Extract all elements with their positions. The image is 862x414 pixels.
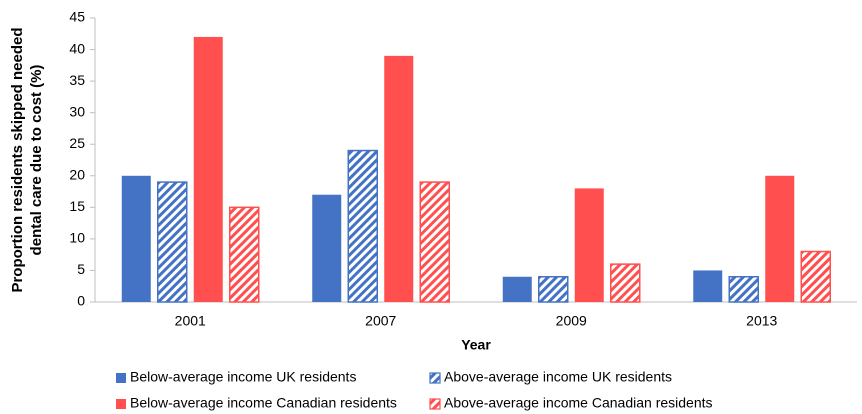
bar xyxy=(574,188,604,302)
legend-swatch xyxy=(429,398,441,410)
bar xyxy=(347,149,378,303)
y-tick-label: 40 xyxy=(69,40,85,56)
bar xyxy=(384,55,414,302)
y-axis-label: dental care due to cost (%) xyxy=(28,65,45,256)
bar xyxy=(312,194,342,302)
bar xyxy=(229,206,260,303)
legend-label: Above-average income Canadian residents xyxy=(444,395,713,411)
legend-label: Above-average income UK residents xyxy=(444,369,672,385)
y-tick-label: 15 xyxy=(69,198,85,214)
bar xyxy=(693,270,723,302)
bar xyxy=(419,181,450,303)
y-axis-label: Proportion residents skipped needed xyxy=(9,27,26,292)
legend-swatch xyxy=(116,373,126,383)
y-tick-label: 10 xyxy=(69,230,85,246)
x-tick-label: 2007 xyxy=(365,313,396,329)
y-tick-label: 25 xyxy=(69,135,85,151)
x-axis-label: Year xyxy=(461,337,491,353)
y-tick-label: 0 xyxy=(77,293,85,309)
legend-label: Below-average income Canadian residents xyxy=(130,395,397,411)
bar xyxy=(765,175,795,302)
bar xyxy=(728,276,759,303)
bar xyxy=(193,36,223,302)
x-tick-label: 2009 xyxy=(556,313,587,329)
y-tick-label: 35 xyxy=(69,72,85,88)
bar xyxy=(121,175,151,302)
y-tick-label: 5 xyxy=(77,261,85,277)
bar xyxy=(502,276,532,302)
x-tick-label: 2001 xyxy=(175,313,206,329)
legend-swatch xyxy=(429,372,441,384)
x-tick-label: 2013 xyxy=(746,313,777,329)
y-tick-label: 30 xyxy=(69,103,85,119)
bar xyxy=(800,250,831,303)
bar xyxy=(610,263,641,303)
legend-swatch xyxy=(116,399,126,409)
legend-label: Below-average income UK residents xyxy=(130,369,356,385)
y-tick-label: 20 xyxy=(69,166,85,182)
bar xyxy=(538,276,569,303)
y-tick-label: 45 xyxy=(69,9,85,25)
bar xyxy=(157,181,188,303)
